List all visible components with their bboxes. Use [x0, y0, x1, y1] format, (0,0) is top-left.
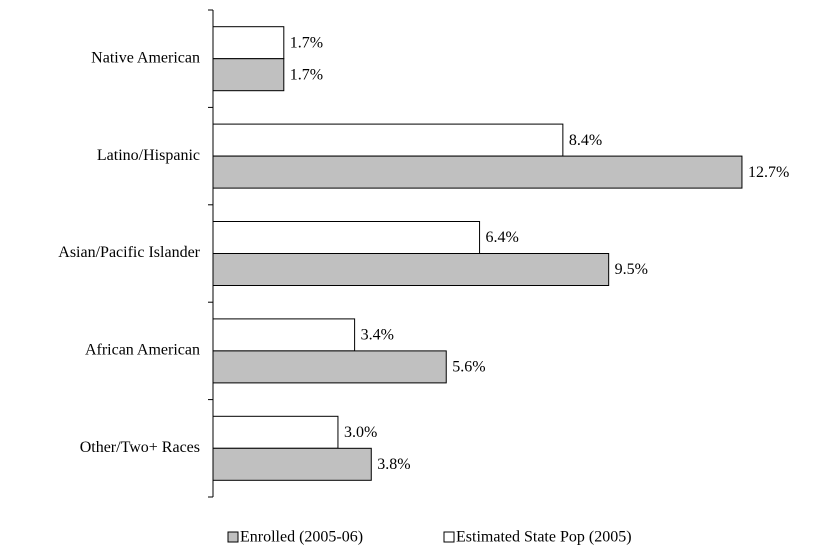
bar: [212, 350, 447, 384]
data-label: 5.6%: [452, 359, 485, 376]
bar: [212, 221, 481, 254]
data-label: 12.7%: [748, 164, 789, 181]
data-label: 9.5%: [615, 261, 648, 278]
bar: [212, 415, 339, 449]
bar: [212, 447, 372, 481]
data-label: 3.0%: [344, 424, 377, 441]
bar: [212, 253, 610, 286]
bar: [212, 26, 285, 60]
category-label: African American: [85, 342, 200, 359]
legend-swatch: [443, 531, 455, 543]
bar: [212, 318, 356, 352]
category-label: Latino/Hispanic: [97, 147, 200, 164]
category-label: Native American: [91, 49, 200, 66]
category-label: Asian/Pacific Islander: [58, 244, 200, 261]
data-label: 6.4%: [486, 229, 519, 246]
data-label: 1.7%: [290, 34, 323, 51]
data-label: 8.4%: [569, 132, 602, 149]
bar: [212, 155, 743, 189]
data-label: 1.7%: [290, 66, 323, 83]
data-label: 3.4%: [361, 327, 394, 344]
bar: [212, 123, 564, 157]
bar: [212, 58, 285, 92]
legend-label: Enrolled (2005-06): [240, 529, 363, 546]
category-label: Other/Two+ Races: [80, 439, 200, 456]
data-label: 3.8%: [377, 456, 410, 473]
legend-label: Estimated State Pop (2005): [456, 529, 632, 546]
legend-swatch: [227, 531, 239, 543]
